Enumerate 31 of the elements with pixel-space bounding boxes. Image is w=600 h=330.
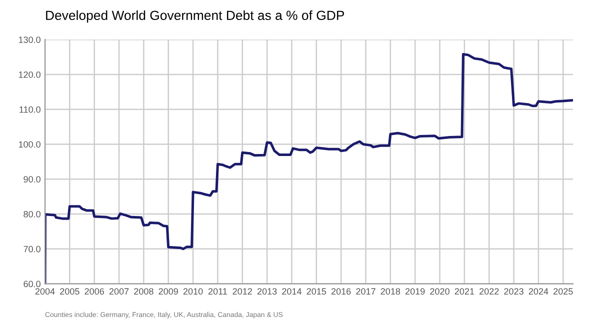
x-tick-label: 2015 [306,288,326,295]
x-tick-label: 2022 [480,288,499,295]
x-tick-label: 2013 [257,288,277,295]
x-tick-label: 2007 [109,288,129,295]
x-tick-label: 2006 [84,288,104,295]
x-tick-label: 2004 [35,288,55,295]
y-tick-label: 70.0 [24,246,40,252]
x-tick-label: 2018 [380,288,400,295]
x-tick-label: 2024 [528,288,548,295]
y-tick-label: 100.0 [18,141,40,148]
x-tick-label: 2025 [554,288,573,295]
x-tick-label: 2005 [60,288,80,295]
y-tick-label: 120.0 [18,71,40,78]
x-tick-label: 2016 [331,288,351,295]
y-tick-label: 90.0 [24,176,40,183]
x-tick-label: 2008 [134,288,154,295]
x-tick-label: 2014 [282,288,302,295]
y-tick-label: 130.0 [18,36,40,43]
y-tick-label: 80.0 [24,210,40,218]
y-tick-label: 60.0 [24,280,40,288]
x-tick-label: 2012 [232,288,252,295]
y-tick-label: 110.0 [20,106,40,113]
x-tick-label: 2010 [183,288,203,295]
x-tick-label: 2023 [504,288,524,295]
x-tick-label: 2009 [158,288,178,295]
x-tick-label: 2021 [454,288,474,295]
x-tick-label: 2011 [208,288,227,295]
x-tick-label: 2019 [406,288,425,295]
x-tick-label: 2020 [430,288,450,295]
chart-title: Developed World Government Debt as a % of GDP [46,10,344,23]
x-tick-label: 2017 [356,288,376,295]
